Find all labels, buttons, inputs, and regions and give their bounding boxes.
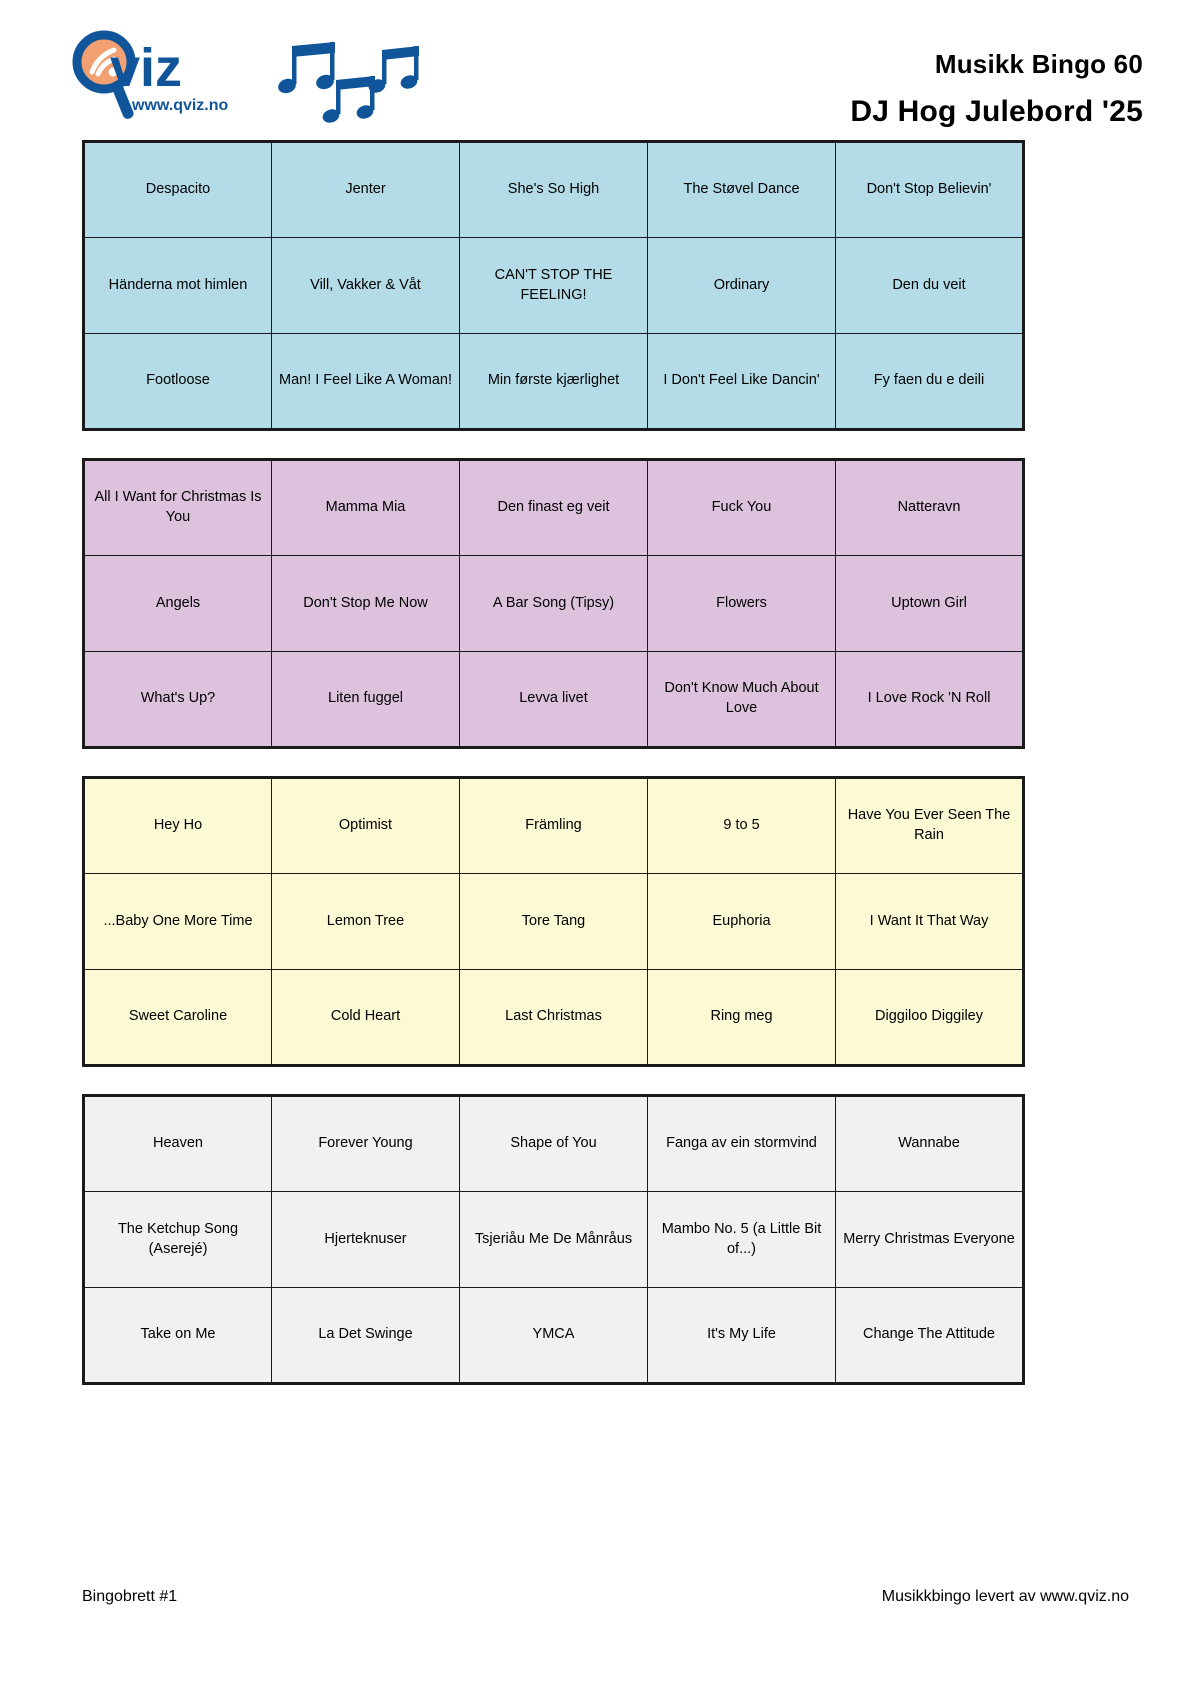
- bingo-board-3: Hey Ho Optimist Främling 9 to 5 Have You…: [82, 776, 1025, 1067]
- bingo-cell[interactable]: Tore Tang: [459, 873, 648, 970]
- bingo-cell[interactable]: Shape of You: [459, 1095, 648, 1192]
- table-row: Angels Don't Stop Me Now A Bar Song (Tip…: [83, 555, 1024, 652]
- sheet-number: Bingobrett #1: [82, 1588, 178, 1605]
- bingo-cell[interactable]: I Love Rock 'N Roll: [835, 651, 1024, 748]
- bingo-cell[interactable]: Cold Heart: [271, 969, 460, 1066]
- bingo-cell[interactable]: Diggiloo Diggiley: [835, 969, 1024, 1066]
- bingo-cell[interactable]: Vill, Vakker & Våt: [271, 237, 460, 334]
- bingo-cell[interactable]: Natteravn: [835, 459, 1024, 556]
- bingo-cell[interactable]: Ordinary: [647, 237, 836, 334]
- bingo-cell[interactable]: The Ketchup Song (Aserejé): [83, 1191, 272, 1288]
- bingo-cell[interactable]: Euphoria: [647, 873, 836, 970]
- bingo-cell[interactable]: Fuck You: [647, 459, 836, 556]
- table-row: The Ketchup Song (Aserejé) Hjerteknuser…: [83, 1191, 1024, 1288]
- bingo-cell[interactable]: Optimist: [271, 777, 460, 874]
- music-notes-icon: [274, 40, 424, 128]
- bingo-cell[interactable]: Lemon Tree: [271, 873, 460, 970]
- footer-credit: Musikkbingo levert av www.qviz.no: [881, 1588, 1129, 1605]
- page-footer: Bingobrett #1 Musikkbingo levert av www.…: [0, 1588, 1191, 1606]
- bingo-cell[interactable]: Levva livet: [459, 651, 648, 748]
- bingo-cell[interactable]: Fanga av ein stormvind: [647, 1095, 836, 1192]
- bingo-cell[interactable]: Change The Attitude: [835, 1287, 1024, 1384]
- bingo-cell[interactable]: Don't Stop Believin': [835, 141, 1024, 238]
- bingo-cell[interactable]: Fy faen du e deili: [835, 333, 1024, 430]
- bingo-cell[interactable]: Footloose: [83, 333, 272, 430]
- bingo-cell[interactable]: Wannabe: [835, 1095, 1024, 1192]
- bingo-cell[interactable]: ...Baby One More Time: [83, 873, 272, 970]
- table-row: Händerna mot himlen Vill, Vakker & Våt C…: [83, 237, 1024, 334]
- bingo-cell[interactable]: CAN'T STOP THE FEELING!: [459, 237, 648, 334]
- bingo-cell[interactable]: A Bar Song (Tipsy): [459, 555, 648, 652]
- bingo-cell[interactable]: What's Up?: [83, 651, 272, 748]
- table-row: Take on Me La Det Swinge YMCA It's My Li…: [83, 1287, 1024, 1384]
- svg-text:www.qviz.no: www.qviz.no: [131, 97, 229, 114]
- bingo-cell[interactable]: Sweet Caroline: [83, 969, 272, 1066]
- bingo-cell[interactable]: Den finast eg veit: [459, 459, 648, 556]
- page-header: viz www.qviz.no: [0, 0, 1191, 140]
- bingo-cell[interactable]: Angels: [83, 555, 272, 652]
- page-title: Musikk Bingo 60: [934, 49, 1143, 79]
- table-row: All I Want for Christmas Is You Mamma Mi…: [83, 459, 1024, 556]
- bingo-cell[interactable]: The Støvel Dance: [647, 141, 836, 238]
- bingo-cell[interactable]: Flowers: [647, 555, 836, 652]
- bingo-cell[interactable]: Heaven: [83, 1095, 272, 1192]
- bingo-board-1: Despacito Jenter She's So High The Støve…: [82, 140, 1025, 431]
- bingo-boards: Despacito Jenter She's So High The Støve…: [0, 140, 1191, 1412]
- bingo-cell[interactable]: Merry Christmas Everyone: [835, 1191, 1024, 1288]
- bingo-cell[interactable]: Man! I Feel Like A Woman!: [271, 333, 460, 430]
- table-row: Footloose Man! I Feel Like A Woman! Min …: [83, 333, 1024, 430]
- bingo-cell[interactable]: Despacito: [83, 141, 272, 238]
- bingo-cell[interactable]: YMCA: [459, 1287, 648, 1384]
- bingo-cell[interactable]: Händerna mot himlen: [83, 237, 272, 334]
- bingo-cell[interactable]: Uptown Girl: [835, 555, 1024, 652]
- bingo-cell[interactable]: It's My Life: [647, 1287, 836, 1384]
- bingo-cell[interactable]: Don't Stop Me Now: [271, 555, 460, 652]
- bingo-cell[interactable]: Mambo No. 5 (a Little Bit of...): [647, 1191, 836, 1288]
- bingo-cell[interactable]: Jenter: [271, 141, 460, 238]
- brand-area: viz www.qviz.no: [62, 28, 424, 132]
- event-title: DJ Hog Julebord '25: [850, 94, 1143, 128]
- table-row: ...Baby One More Time Lemon Tree Tore Ta…: [83, 873, 1024, 970]
- bingo-cell[interactable]: All I Want for Christmas Is You: [83, 459, 272, 556]
- bingo-cell[interactable]: Ring meg: [647, 969, 836, 1066]
- bingo-cell[interactable]: Främling: [459, 777, 648, 874]
- bingo-cell[interactable]: Liten fuggel: [271, 651, 460, 748]
- bingo-cell[interactable]: La Det Swinge: [271, 1287, 460, 1384]
- bingo-cell[interactable]: Mamma Mia: [271, 459, 460, 556]
- bingo-cell[interactable]: Den du veit: [835, 237, 1024, 334]
- bingo-cell[interactable]: She's So High: [459, 141, 648, 238]
- qviz-magnifier-logo: viz www.qviz.no: [62, 28, 240, 132]
- title-block: Musikk Bingo 60 DJ Hog Julebord '25: [850, 28, 1143, 128]
- bingo-cell[interactable]: 9 to 5: [647, 777, 836, 874]
- bingo-cell[interactable]: Have You Ever Seen The Rain: [835, 777, 1024, 874]
- bingo-board-4: Heaven Forever Young Shape of You Fanga …: [82, 1094, 1025, 1385]
- table-row: What's Up? Liten fuggel Levva livet Don'…: [83, 651, 1024, 748]
- table-row: Despacito Jenter She's So High The Støve…: [83, 141, 1024, 238]
- table-row: Hey Ho Optimist Främling 9 to 5 Have You…: [83, 777, 1024, 874]
- bingo-cell[interactable]: Min første kjærlighet: [459, 333, 648, 430]
- svg-text:viz: viz: [110, 38, 182, 98]
- bingo-cell[interactable]: Forever Young: [271, 1095, 460, 1192]
- bingo-cell[interactable]: Don't Know Much About Love: [647, 651, 836, 748]
- bingo-cell[interactable]: Hey Ho: [83, 777, 272, 874]
- bingo-cell[interactable]: Hjerteknuser: [271, 1191, 460, 1288]
- bingo-cell[interactable]: I Don't Feel Like Dancin': [647, 333, 836, 430]
- bingo-cell[interactable]: Last Christmas: [459, 969, 648, 1066]
- bingo-board-2: All I Want for Christmas Is You Mamma Mi…: [82, 458, 1025, 749]
- bingo-cell[interactable]: I Want It That Way: [835, 873, 1024, 970]
- bingo-cell[interactable]: Tsjeriåu Me De Månråus: [459, 1191, 648, 1288]
- table-row: Heaven Forever Young Shape of You Fanga …: [83, 1095, 1024, 1192]
- bingo-cell[interactable]: Take on Me: [83, 1287, 272, 1384]
- table-row: Sweet Caroline Cold Heart Last Christmas…: [83, 969, 1024, 1066]
